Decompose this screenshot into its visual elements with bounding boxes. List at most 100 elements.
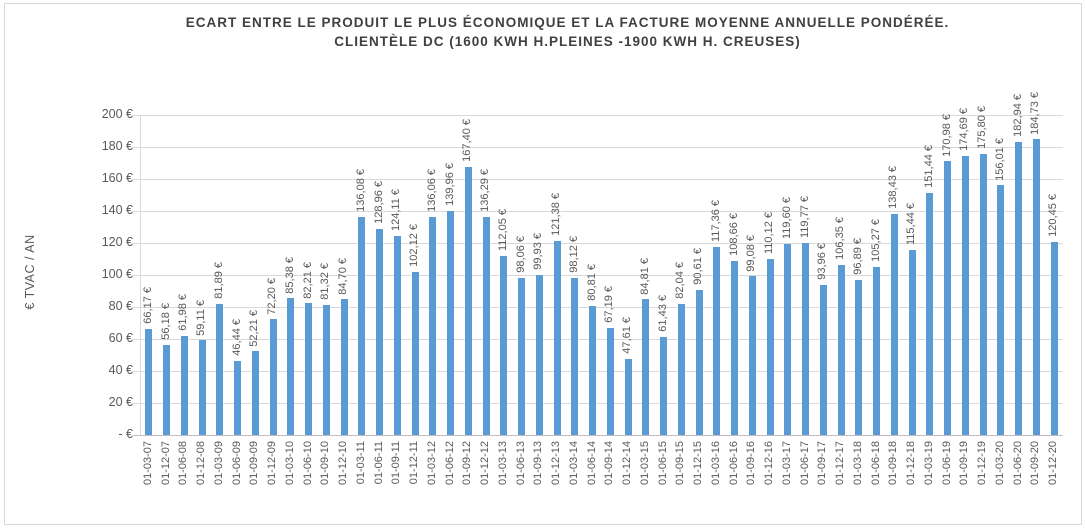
x-tick-label: 01-06-08 bbox=[177, 441, 190, 486]
bar-value-label: 136,08 € bbox=[354, 169, 367, 213]
x-tick-label: 01-09-15 bbox=[674, 441, 687, 486]
x-tick-label: 01-09-16 bbox=[745, 441, 758, 486]
x-tick-label: 01-03-20 bbox=[993, 441, 1006, 486]
x-tick-label: 01-09-11 bbox=[390, 441, 403, 485]
bar bbox=[589, 305, 597, 435]
y-tick-label: 60 € bbox=[108, 331, 133, 345]
bar-value-label: 124,11 € bbox=[390, 189, 403, 232]
x-tick-label: 01-06-11 bbox=[372, 441, 385, 485]
x-tick-label: 01-03-07 bbox=[141, 441, 154, 486]
x-tick-label: 01-12-16 bbox=[763, 441, 776, 486]
x-tick-label: 01-12-11 bbox=[408, 441, 421, 485]
x-tick-label: 01-06-13 bbox=[514, 441, 527, 486]
bar-value-label: 96,89 € bbox=[851, 238, 864, 275]
bar-value-label: 156,01 € bbox=[993, 137, 1006, 181]
bar bbox=[464, 167, 472, 435]
bar-value-label: 136,06 € bbox=[425, 169, 438, 213]
bar-value-label: 93,96 € bbox=[816, 242, 829, 280]
x-tick-label: 01-09-14 bbox=[603, 441, 616, 486]
bar bbox=[731, 261, 739, 435]
bar-value-label: 84,70 € bbox=[337, 257, 350, 295]
bar-value-label: 136,29 € bbox=[479, 169, 492, 212]
x-tick-label: 01-09-09 bbox=[248, 441, 261, 486]
bar-value-label: 182,94 € bbox=[1011, 94, 1024, 138]
bar-value-label: 151,44 € bbox=[922, 144, 935, 188]
gridline bbox=[133, 115, 1063, 116]
bar bbox=[322, 304, 330, 435]
x-tick-label: 01-12-15 bbox=[692, 441, 705, 486]
bar bbox=[216, 303, 224, 435]
x-tick-label: 01-03-15 bbox=[638, 441, 651, 486]
x-tick-label: 01-12-19 bbox=[976, 441, 989, 486]
y-tick-label: 80 € bbox=[108, 299, 133, 313]
bar-value-label: 167,40 € bbox=[461, 119, 474, 163]
x-tick-label: 01-09-10 bbox=[319, 441, 332, 486]
x-tick-label: 01-03-18 bbox=[851, 441, 864, 486]
bar-value-label: 121,38 € bbox=[550, 192, 563, 236]
bar bbox=[340, 299, 348, 435]
bar bbox=[890, 213, 898, 435]
x-tick-label: 01-09-13 bbox=[532, 441, 545, 486]
bar-value-label: 112,05 € bbox=[496, 208, 509, 251]
x-tick-label: 01-09-20 bbox=[1029, 441, 1042, 486]
bar bbox=[500, 255, 508, 435]
x-tick-label: 01-12-09 bbox=[266, 441, 279, 486]
x-tick-label: 01-12-20 bbox=[1047, 441, 1060, 486]
bar-value-label: 66,17 € bbox=[141, 287, 154, 325]
bar-value-label: 119,60 € bbox=[780, 196, 793, 239]
y-tick-label: 100 € bbox=[101, 267, 133, 281]
bar bbox=[518, 278, 526, 435]
bar bbox=[979, 153, 987, 435]
x-tick-label: 01-03-13 bbox=[496, 441, 509, 486]
x-tick-label: 01-06-12 bbox=[443, 441, 456, 486]
bar bbox=[234, 360, 242, 435]
bar bbox=[624, 358, 632, 435]
bar bbox=[748, 276, 756, 435]
bar-value-label: 120,45 € bbox=[1047, 194, 1060, 238]
bar bbox=[429, 217, 437, 435]
bar-value-label: 72,20 € bbox=[266, 277, 279, 315]
x-tick-label: 01-12-08 bbox=[195, 441, 208, 486]
bar bbox=[677, 303, 685, 435]
y-tick-label: 40 € bbox=[108, 363, 133, 377]
x-tick-label: 01-12-17 bbox=[834, 441, 847, 486]
bar bbox=[784, 243, 792, 435]
bar-value-label: 170,98 € bbox=[940, 113, 953, 157]
x-tick-label: 01-09-19 bbox=[958, 441, 971, 486]
bar bbox=[908, 250, 916, 435]
bar-value-label: 184,73 € bbox=[1029, 91, 1042, 135]
bar bbox=[855, 279, 863, 435]
x-tick-label: 01-03-09 bbox=[212, 441, 225, 486]
bar-value-label: 119,77 € bbox=[798, 196, 811, 239]
x-tick-label: 01-09-12 bbox=[461, 441, 474, 486]
x-tick-label: 01-06-10 bbox=[301, 441, 314, 486]
bar bbox=[819, 284, 827, 435]
bar-value-label: 59,11 € bbox=[195, 299, 208, 336]
bar bbox=[926, 192, 934, 435]
x-tick-label: 01-03-16 bbox=[709, 441, 722, 486]
bar-value-label: 81,32 € bbox=[319, 263, 332, 300]
chart-border bbox=[4, 3, 1082, 525]
bar bbox=[695, 290, 703, 435]
x-tick-label: 01-12-18 bbox=[905, 441, 918, 486]
bar-value-label: 61,98 € bbox=[177, 294, 190, 331]
x-tick-label: 01-03-17 bbox=[780, 441, 793, 486]
bar-value-label: 85,38 € bbox=[283, 256, 296, 294]
bar bbox=[198, 340, 206, 435]
x-tick-label: 01-12-14 bbox=[621, 441, 634, 486]
gridline bbox=[133, 211, 1063, 212]
bar bbox=[287, 298, 295, 435]
bar-value-label: 108,66 € bbox=[727, 213, 740, 257]
bar bbox=[269, 319, 277, 435]
bar-value-label: 99,08 € bbox=[745, 234, 758, 272]
chart-title: ECART ENTRE LE PRODUIT LE PLUS ÉCONOMIQU… bbox=[70, 13, 1065, 51]
y-tick-label: 20 € bbox=[108, 395, 133, 409]
gridline bbox=[133, 179, 1063, 180]
bar-value-label: 102,12 € bbox=[408, 223, 421, 267]
x-tick-label: 01-03-14 bbox=[567, 441, 580, 486]
bar-value-label: 138,43 € bbox=[887, 165, 900, 209]
y-tick-label: 140 € bbox=[101, 203, 133, 217]
bar-value-label: 175,80 € bbox=[976, 105, 989, 149]
bar-value-label: 46,44 € bbox=[230, 319, 243, 356]
bar-value-label: 105,27 € bbox=[869, 218, 882, 262]
